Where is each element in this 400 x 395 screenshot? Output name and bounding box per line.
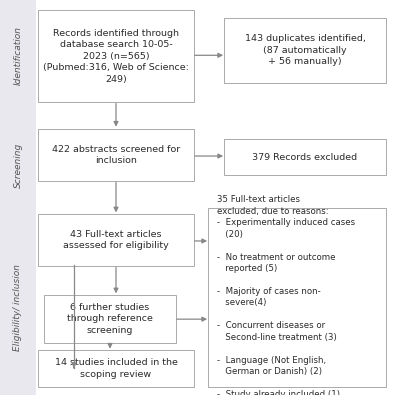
Text: Eligibility/ inclusion: Eligibility/ inclusion <box>14 263 22 351</box>
FancyBboxPatch shape <box>38 10 194 102</box>
FancyBboxPatch shape <box>38 214 194 266</box>
Bar <box>0 219 36 395</box>
Text: 143 duplicates identified,
(87 automatically
+ 56 manually): 143 duplicates identified, (87 automatic… <box>244 34 366 66</box>
Text: Records identified through
database search 10-05-
2023 (n=565)
(Pubmed:316, Web : Records identified through database sear… <box>43 29 189 84</box>
Text: 6 further studies
through reference
screening: 6 further studies through reference scre… <box>67 303 153 335</box>
FancyBboxPatch shape <box>44 295 176 343</box>
Text: 379 Records excluded: 379 Records excluded <box>252 152 358 162</box>
Text: 14 studies included in the
scoping review: 14 studies included in the scoping revie… <box>54 358 178 378</box>
Text: 422 abstracts screened for
inclusion: 422 abstracts screened for inclusion <box>52 145 180 165</box>
FancyBboxPatch shape <box>38 350 194 387</box>
FancyBboxPatch shape <box>208 208 386 387</box>
Text: 43 Full-text articles
assessed for eligibility: 43 Full-text articles assessed for eligi… <box>63 230 169 250</box>
Bar <box>0 0 36 111</box>
Text: 35 Full-text articles
excluded, due to reasons:
-  Experimentally induced cases
: 35 Full-text articles excluded, due to r… <box>217 196 355 395</box>
FancyBboxPatch shape <box>224 18 386 83</box>
Text: Identification: Identification <box>14 26 22 85</box>
FancyBboxPatch shape <box>224 139 386 175</box>
FancyBboxPatch shape <box>38 129 194 181</box>
Text: Screening: Screening <box>14 142 22 188</box>
Bar <box>0 111 36 219</box>
